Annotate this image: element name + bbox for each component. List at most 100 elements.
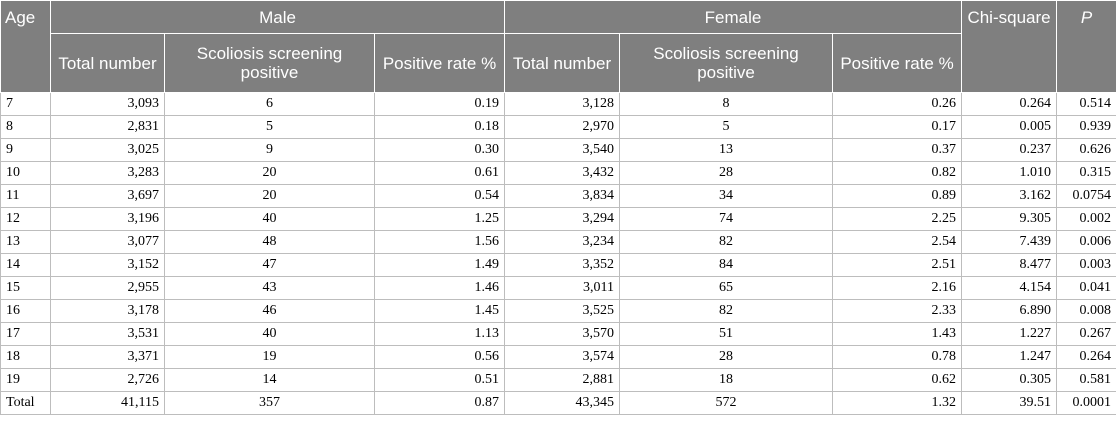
p-value-cell: 0.581 xyxy=(1056,368,1116,392)
chi-square-cell: 1.010 xyxy=(961,161,1058,185)
male-rate-cell: 1.45 xyxy=(373,299,506,323)
table-row: 8 2,831 5 0.18 2,970 5 0.17 0.005 0.939 xyxy=(0,115,1116,139)
age-cell: 8 xyxy=(0,115,51,139)
female-positive-rate-header: Positive rate % xyxy=(832,33,963,93)
female-rate-cell: 1.43 xyxy=(832,322,963,346)
age-cell: 12 xyxy=(0,207,51,231)
male-rate-cell: 0.18 xyxy=(373,115,506,139)
p-value-cell: 0.939 xyxy=(1056,115,1116,139)
male-positive-cell: 357 xyxy=(164,391,375,415)
male-rate-cell: 0.61 xyxy=(373,161,506,185)
female-rate-cell: 2.33 xyxy=(832,299,963,323)
female-total-cell: 3,525 xyxy=(504,299,621,323)
male-total-number-header: Total number xyxy=(50,33,165,93)
male-total-cell: 3,531 xyxy=(50,322,165,346)
p-value-cell: 0.006 xyxy=(1056,230,1116,254)
male-positive-cell: 14 xyxy=(164,368,375,392)
female-total-cell: 3,834 xyxy=(504,184,621,208)
female-total-number-header: Total number xyxy=(504,33,621,93)
chi-square-cell: 1.247 xyxy=(961,345,1058,369)
female-screening-positive-header: Scoliosis screening positive xyxy=(619,33,834,93)
chi-square-cell: 0.005 xyxy=(961,115,1058,139)
female-positive-cell: 84 xyxy=(619,253,834,277)
table-row: 10 3,283 20 0.61 3,432 28 0.82 1.010 0.315 xyxy=(0,161,1116,185)
female-rate-cell: 0.26 xyxy=(832,92,963,116)
female-positive-cell: 18 xyxy=(619,368,834,392)
female-total-cell: 3,574 xyxy=(504,345,621,369)
p-value-cell: 0.0754 xyxy=(1056,184,1116,208)
age-cell: 13 xyxy=(0,230,51,254)
male-total-cell: 41,115 xyxy=(50,391,165,415)
age-cell: Total xyxy=(0,391,51,415)
female-total-cell: 3,570 xyxy=(504,322,621,346)
male-positive-cell: 47 xyxy=(164,253,375,277)
chi-square-cell: 7.439 xyxy=(961,230,1058,254)
male-total-cell: 3,283 xyxy=(50,161,165,185)
male-total-cell: 2,726 xyxy=(50,368,165,392)
age-header: Age xyxy=(0,0,51,93)
male-rate-cell: 0.30 xyxy=(373,138,506,162)
age-cell: 17 xyxy=(0,322,51,346)
female-total-cell: 3,234 xyxy=(504,230,621,254)
female-rate-cell: 2.25 xyxy=(832,207,963,231)
male-rate-cell: 1.46 xyxy=(373,276,506,300)
male-rate-cell: 1.56 xyxy=(373,230,506,254)
male-positive-cell: 48 xyxy=(164,230,375,254)
chi-square-cell: 9.305 xyxy=(961,207,1058,231)
table-row: 12 3,196 40 1.25 3,294 74 2.25 9.305 0.002 xyxy=(0,207,1116,231)
p-value-cell: 0.002 xyxy=(1056,207,1116,231)
chi-square-cell: 0.305 xyxy=(961,368,1058,392)
chi-square-cell: 6.890 xyxy=(961,299,1058,323)
p-value-cell: 0.003 xyxy=(1056,253,1116,277)
chi-square-cell: 0.264 xyxy=(961,92,1058,116)
p-header: P xyxy=(1056,0,1116,93)
table-row: 19 2,726 14 0.51 2,881 18 0.62 0.305 0.581 xyxy=(0,368,1116,392)
female-rate-cell: 1.32 xyxy=(832,391,963,415)
female-rate-cell: 2.54 xyxy=(832,230,963,254)
male-positive-cell: 20 xyxy=(164,184,375,208)
female-total-cell: 3,128 xyxy=(504,92,621,116)
table-body: 7 3,093 6 0.19 3,128 8 0.26 0.264 0.514 8 2,831 5 0.… xyxy=(0,92,1116,415)
table-header: Age Male Female Chi-square P Total numbe… xyxy=(0,0,1116,93)
p-value-cell: 0.267 xyxy=(1056,322,1116,346)
female-positive-cell: 28 xyxy=(619,345,834,369)
male-positive-cell: 5 xyxy=(164,115,375,139)
age-cell: 16 xyxy=(0,299,51,323)
female-rate-cell: 0.78 xyxy=(832,345,963,369)
male-rate-cell: 0.56 xyxy=(373,345,506,369)
female-total-cell: 2,970 xyxy=(504,115,621,139)
male-positive-cell: 19 xyxy=(164,345,375,369)
female-positive-cell: 51 xyxy=(619,322,834,346)
p-value-cell: 0.008 xyxy=(1056,299,1116,323)
male-total-cell: 2,831 xyxy=(50,115,165,139)
female-positive-cell: 13 xyxy=(619,138,834,162)
female-rate-cell: 2.16 xyxy=(832,276,963,300)
age-cell: 9 xyxy=(0,138,51,162)
male-rate-cell: 0.87 xyxy=(373,391,506,415)
age-cell: 19 xyxy=(0,368,51,392)
female-rate-cell: 0.62 xyxy=(832,368,963,392)
female-positive-cell: 82 xyxy=(619,299,834,323)
male-total-cell: 3,371 xyxy=(50,345,165,369)
male-positive-rate-header: Positive rate % xyxy=(373,33,506,93)
female-rate-cell: 0.37 xyxy=(832,138,963,162)
p-value-cell: 0.626 xyxy=(1056,138,1116,162)
female-rate-cell: 2.51 xyxy=(832,253,963,277)
male-total-cell: 3,697 xyxy=(50,184,165,208)
female-total-cell: 3,432 xyxy=(504,161,621,185)
male-total-cell: 3,077 xyxy=(50,230,165,254)
male-rate-cell: 1.49 xyxy=(373,253,506,277)
male-total-cell: 3,178 xyxy=(50,299,165,323)
female-positive-cell: 5 xyxy=(619,115,834,139)
age-cell: 11 xyxy=(0,184,51,208)
table-row: 15 2,955 43 1.46 3,011 65 2.16 4.154 0.041 xyxy=(0,276,1116,300)
male-positive-cell: 40 xyxy=(164,207,375,231)
table-row: 7 3,093 6 0.19 3,128 8 0.26 0.264 0.514 xyxy=(0,92,1116,116)
female-positive-cell: 8 xyxy=(619,92,834,116)
table-row: 18 3,371 19 0.56 3,574 28 0.78 1.247 0.264 xyxy=(0,345,1116,369)
female-positive-cell: 572 xyxy=(619,391,834,415)
male-rate-cell: 1.13 xyxy=(373,322,506,346)
male-positive-cell: 9 xyxy=(164,138,375,162)
chi-square-cell: 0.237 xyxy=(961,138,1058,162)
female-rate-cell: 0.89 xyxy=(832,184,963,208)
